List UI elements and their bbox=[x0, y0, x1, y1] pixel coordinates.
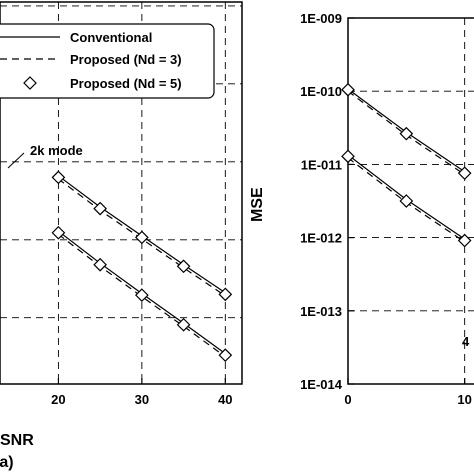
right-marker-nd5 bbox=[341, 82, 355, 97]
left-marker-nd5 bbox=[135, 230, 149, 245]
right-marker-nd5 bbox=[457, 233, 472, 248]
x-axis-label-left: SNR bbox=[0, 432, 34, 449]
left-x-tick-label: 40 bbox=[218, 392, 232, 407]
right-x-ticks: 0 10 bbox=[344, 378, 472, 407]
left-marker-nd5 bbox=[93, 257, 107, 272]
left-chart-panel: 20 30 40 Conventional Proposed (Nd = 3) Pr… bbox=[0, 1, 243, 471]
right-y-tick-label: 1E-014 bbox=[300, 377, 343, 392]
right-marker-nd5 bbox=[341, 149, 355, 164]
legend-label-conventional: Conventional bbox=[70, 30, 152, 45]
legend-label-nd5: Proposed (Nd = 5) bbox=[70, 76, 182, 91]
left-marker-nd5 bbox=[176, 317, 191, 332]
annotation-left: 2k mode bbox=[30, 143, 83, 158]
legend-box bbox=[0, 23, 215, 99]
left-series bbox=[51, 170, 233, 363]
annotation-pointer-left bbox=[7, 152, 25, 169]
left-x-tick-label: 20 bbox=[51, 392, 65, 407]
legend-label-nd3: Proposed (Nd = 3) bbox=[70, 52, 182, 67]
left-marker-nd5 bbox=[51, 170, 66, 185]
left-marker-nd5 bbox=[93, 201, 107, 216]
panel-label-a: (a) bbox=[0, 454, 14, 471]
right-y-tick-label: 1E-012 bbox=[300, 231, 342, 246]
right-y-tick-label: 1E-013 bbox=[300, 304, 342, 319]
left-series-nd3-1 bbox=[58, 233, 226, 358]
right-chart-panel: 1E-009 1E-010 1E-011 1E-012 1E-013 1E-014 0 10… bbox=[249, 11, 474, 407]
left-marker-nd5 bbox=[218, 287, 233, 302]
right-y-tick-label: 1E-010 bbox=[300, 84, 342, 99]
right-marker-nd5 bbox=[399, 194, 414, 208]
left-marker-nd5 bbox=[176, 259, 191, 274]
annotation-right: 4 bbox=[462, 334, 470, 349]
right-y-ticks: 1E-009 1E-010 1E-011 1E-012 1E-013 1E-014 bbox=[300, 11, 354, 392]
right-marker-nd5 bbox=[399, 126, 414, 141]
right-series bbox=[341, 82, 472, 248]
left-marker-nd5 bbox=[135, 288, 149, 302]
y-axis-label-right: MSE bbox=[249, 187, 266, 222]
left-marker-nd5 bbox=[218, 348, 233, 363]
left-marker-nd5 bbox=[51, 225, 66, 240]
left-x-ticks: 20 30 40 bbox=[51, 378, 233, 407]
right-y-tick-label: 1E-009 bbox=[300, 11, 342, 26]
legend-marker-nd5 bbox=[23, 76, 37, 90]
right-y-tick-label: 1E-011 bbox=[301, 157, 342, 172]
left-x-tick-label: 30 bbox=[135, 392, 149, 407]
right-x-tick-label: 10 bbox=[457, 392, 471, 407]
right-marker-nd5 bbox=[457, 166, 472, 181]
right-x-tick-label: 0 bbox=[344, 392, 351, 407]
legend: Conventional Proposed (Nd = 3) Proposed … bbox=[0, 23, 215, 99]
right-plot-frame bbox=[347, 17, 474, 385]
left-plot-frame bbox=[0, 1, 243, 385]
